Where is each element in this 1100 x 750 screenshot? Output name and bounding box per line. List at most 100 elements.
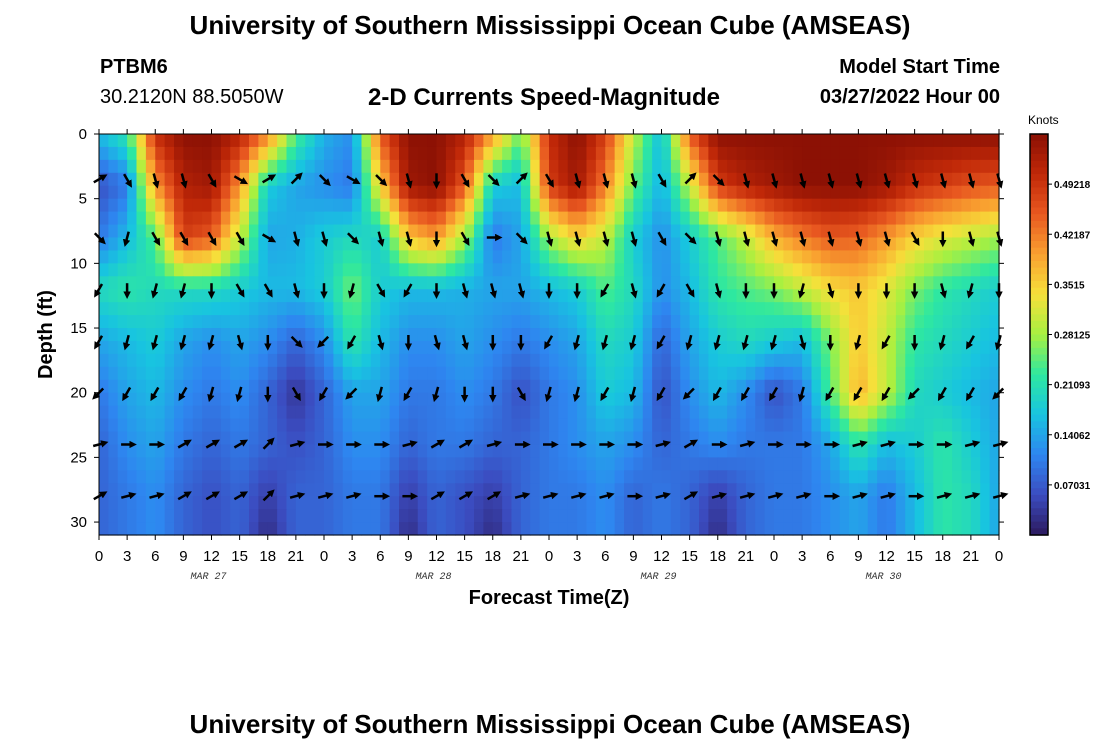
colorbar-segment <box>1030 394 1048 402</box>
heatmap-cell <box>605 172 616 187</box>
vector-arrow <box>317 335 330 348</box>
colorbar-segment <box>1030 267 1048 275</box>
heatmap-cell <box>230 522 241 536</box>
heatmap-cell <box>352 522 363 536</box>
heatmap-cell <box>211 250 222 264</box>
heatmap-cell <box>249 444 259 458</box>
vector-arrow <box>345 387 358 400</box>
vector-arrow <box>402 440 418 448</box>
heatmap-cell <box>389 211 400 226</box>
heatmap-cell <box>530 366 541 381</box>
colorbar-segment <box>1030 180 1048 189</box>
heatmap-cell <box>895 289 906 303</box>
heatmap-cell <box>183 431 194 446</box>
heatmap-cell <box>539 366 550 381</box>
heatmap-cell <box>755 302 766 316</box>
heatmap-cell <box>502 172 513 187</box>
heatmap-cell <box>774 418 784 433</box>
heatmap-cell <box>108 496 119 510</box>
heatmap-cell <box>295 289 306 303</box>
heatmap-cell <box>502 276 513 290</box>
heatmap-cell <box>267 289 278 303</box>
heatmap-cell <box>820 457 831 471</box>
heatmap-cell <box>558 457 569 471</box>
heatmap-cell <box>380 198 391 213</box>
heatmap-cell <box>492 431 503 446</box>
heatmap-cell <box>783 405 794 420</box>
heatmap-cell <box>586 211 597 226</box>
vector-arrow <box>881 335 891 350</box>
vector-arrow <box>797 386 806 403</box>
heatmap-cell <box>483 509 494 523</box>
heatmap-cell <box>511 340 522 355</box>
heatmap-cell <box>267 470 278 484</box>
heatmap-cell <box>586 353 597 368</box>
heatmap-cell <box>202 134 213 148</box>
heatmap-cell <box>961 366 972 381</box>
heatmap-cell <box>502 496 513 510</box>
heatmap-cell <box>417 224 428 239</box>
heatmap-cell <box>174 250 184 264</box>
heatmap-cell <box>764 237 775 252</box>
heatmap-cell <box>567 366 578 381</box>
heatmap-cell <box>774 211 784 226</box>
heatmap-cell <box>849 172 859 187</box>
heatmap-cell <box>370 431 381 446</box>
heatmap-cell <box>717 263 728 277</box>
heatmap-cell <box>249 431 259 446</box>
heatmap-cell <box>952 250 963 264</box>
heatmap-cell <box>792 198 803 213</box>
heatmap-cell <box>633 146 644 161</box>
heatmap-cell <box>202 340 213 355</box>
heatmap-cell <box>539 405 550 420</box>
heatmap-cell <box>352 340 363 355</box>
heatmap-cell <box>699 509 709 523</box>
heatmap-cell <box>614 276 625 290</box>
heatmap-cell <box>258 509 269 523</box>
heatmap-cell <box>436 340 447 355</box>
heatmap-cell <box>924 496 934 510</box>
heatmap-cell <box>277 224 288 239</box>
heatmap-cell <box>661 496 672 510</box>
heatmap-cell <box>905 159 916 174</box>
heatmap-cell <box>858 237 869 252</box>
heatmap-cell <box>220 198 231 213</box>
heatmap-cell <box>558 224 569 239</box>
colorbar-segment <box>1030 147 1048 155</box>
heatmap-cell <box>652 224 663 239</box>
heatmap-cell <box>858 340 869 355</box>
heatmap-cell <box>736 328 747 342</box>
heatmap-cell <box>99 302 109 316</box>
heatmap-cell <box>811 431 822 446</box>
heatmap-cell <box>342 289 353 303</box>
heatmap-cell <box>417 483 428 497</box>
heatmap-cell <box>239 185 250 200</box>
heatmap-cell <box>436 328 447 342</box>
heatmap-cell <box>539 185 550 200</box>
heatmap-cell <box>155 172 166 187</box>
heatmap-cell <box>886 211 897 226</box>
heatmap-cell <box>989 470 1000 484</box>
heatmap-cell <box>164 172 175 187</box>
heatmap-cell <box>970 405 981 420</box>
heatmap-cell <box>380 250 391 264</box>
heatmap-cell <box>183 470 194 484</box>
heatmap-cell <box>492 134 503 148</box>
heatmap-cell <box>914 276 925 290</box>
heatmap-cell <box>877 172 888 187</box>
heatmap-cell <box>361 392 372 407</box>
heatmap-cell <box>342 418 353 433</box>
heatmap-cell <box>867 289 878 303</box>
heatmap-cell <box>474 146 484 161</box>
heatmap-cell <box>230 496 241 510</box>
heatmap-cell <box>745 250 756 264</box>
heatmap-cell <box>717 379 728 394</box>
heatmap-cell <box>333 328 344 342</box>
heatmap-cell <box>174 496 184 510</box>
heatmap-cell <box>886 263 897 277</box>
heatmap-cell <box>745 444 756 458</box>
heatmap-cell <box>924 263 934 277</box>
heatmap-cell <box>370 328 381 342</box>
heatmap-cell <box>427 289 438 303</box>
heatmap-cell <box>117 289 128 303</box>
